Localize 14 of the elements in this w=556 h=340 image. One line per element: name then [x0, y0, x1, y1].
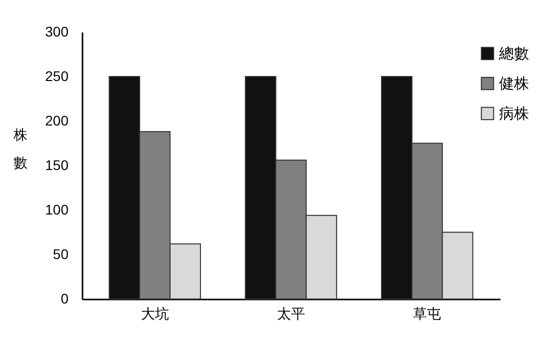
x-tick-label: 太平	[277, 306, 305, 322]
x-tick-label: 草屯	[413, 306, 442, 322]
y-tick-label: 300	[45, 24, 69, 40]
x-tick-label: 大坑	[140, 306, 169, 322]
y-axis-title: 株數	[12, 126, 28, 170]
legend-label: 總數	[498, 46, 529, 62]
legend-label: 病株	[499, 106, 529, 122]
legend-label: 健株	[499, 76, 529, 92]
y-tick-label: 50	[52, 246, 69, 262]
y-tick-label: 150	[45, 157, 69, 173]
y-tick-label: 200	[45, 112, 69, 128]
y-tick-label: 250	[45, 68, 69, 84]
y-tick-label: 100	[45, 202, 69, 218]
y-tick-label: 0	[60, 290, 69, 306]
